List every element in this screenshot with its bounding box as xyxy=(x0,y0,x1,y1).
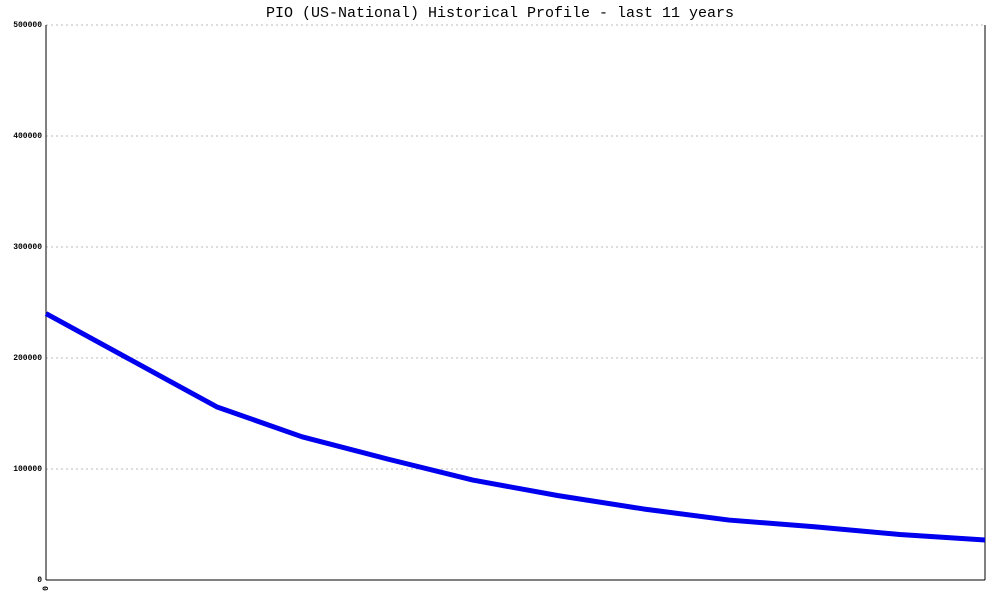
y-tick-label: 300000 xyxy=(13,243,42,252)
y-tick-label: 100000 xyxy=(13,465,42,474)
x-tick-label: 0 xyxy=(42,586,51,591)
y-tick-label: 0 xyxy=(37,576,42,585)
chart-title: PIO (US-National) Historical Profile - l… xyxy=(266,5,734,22)
y-tick-label: 400000 xyxy=(13,132,42,141)
y-tick-label: 500000 xyxy=(13,21,42,30)
y-tick-label: 200000 xyxy=(13,354,42,363)
data-line xyxy=(44,311,986,543)
